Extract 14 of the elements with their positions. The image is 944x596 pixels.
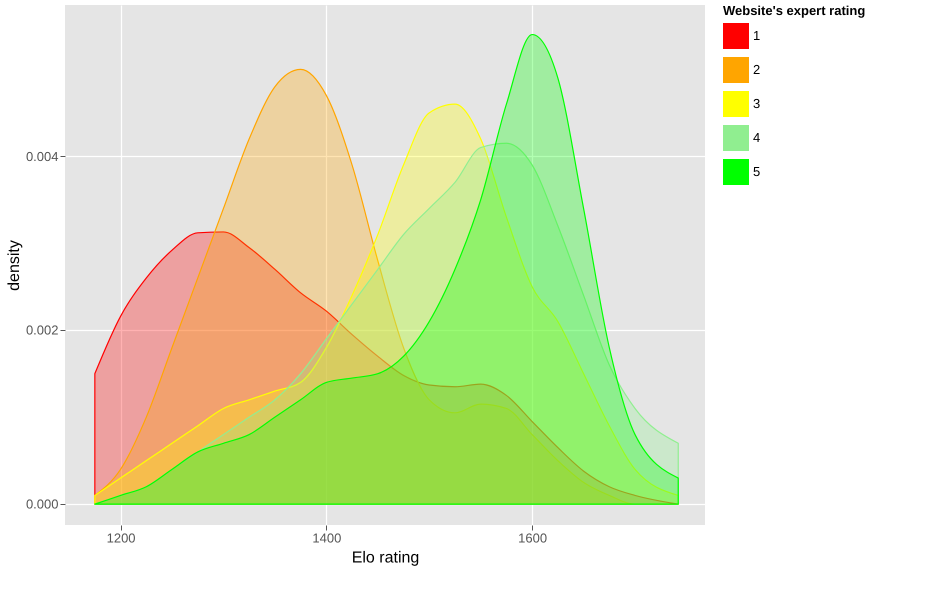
legend-label: 4 [753, 130, 760, 145]
x-axis-title: Elo rating [352, 550, 420, 566]
y-axis-title: density [6, 240, 23, 291]
legend-label: 1 [753, 28, 760, 43]
x-tick-label: 1400 [312, 530, 342, 546]
legend-title: Website's expert rating [723, 3, 866, 18]
x-tick-label: 1600 [518, 530, 548, 546]
y-tick-label: 0.002 [26, 322, 58, 338]
y-tick-label: 0.000 [26, 496, 58, 512]
legend-label: 5 [753, 164, 760, 179]
legend-label: 2 [753, 62, 760, 77]
x-tick-label: 1200 [106, 530, 136, 546]
legend-label: 3 [753, 96, 760, 111]
y-tick-label: 0.004 [26, 148, 58, 164]
